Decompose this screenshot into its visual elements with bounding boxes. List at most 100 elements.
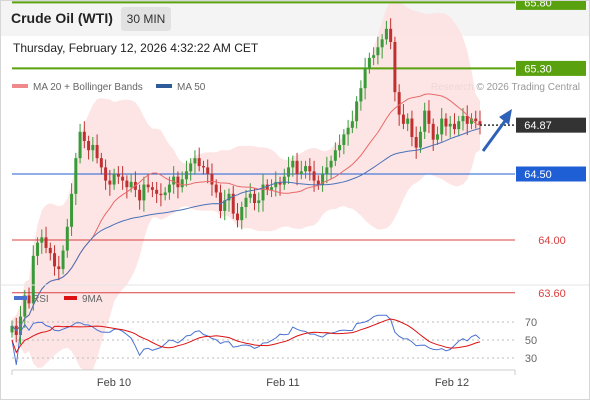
candle <box>10 320 14 338</box>
candle <box>146 174 150 193</box>
candle <box>261 174 265 212</box>
candle-body <box>384 28 388 40</box>
candle <box>125 175 129 199</box>
candle <box>172 166 176 194</box>
candle <box>295 152 299 186</box>
candle <box>65 218 69 258</box>
candle-body <box>240 207 244 221</box>
candle <box>27 287 31 309</box>
legend-label: MA 50 <box>177 82 206 93</box>
candle <box>316 175 320 190</box>
forecast-arrowhead <box>499 109 512 125</box>
candle <box>478 110 482 135</box>
candle-body <box>146 184 150 188</box>
level-label: 65.80 <box>524 0 552 9</box>
candle <box>53 245 57 276</box>
candle <box>99 152 103 175</box>
candle <box>329 155 333 179</box>
candle-body <box>282 176 286 185</box>
chart-credit: Research © 2026 Trading Central <box>431 82 580 93</box>
candle-body <box>423 110 427 132</box>
candle <box>367 52 371 74</box>
candle <box>321 166 325 192</box>
candle-body <box>201 166 205 168</box>
candle-body <box>270 187 274 190</box>
candle-body <box>401 114 405 124</box>
candle-body <box>248 193 252 198</box>
candle-body <box>329 160 333 168</box>
level-tag-65.30: 65.30 <box>516 60 586 76</box>
candle-body <box>57 266 61 270</box>
candle <box>31 245 35 311</box>
candle-body <box>91 144 95 151</box>
candle-body <box>223 200 227 211</box>
candle <box>57 255 61 281</box>
candle-body <box>367 57 371 69</box>
candle-body <box>414 137 418 148</box>
level-tag-64.87: 64.87 <box>516 117 586 133</box>
candle <box>91 137 95 162</box>
rsi-tick-label: 70 <box>525 317 537 329</box>
rsi-legend-swatch <box>64 296 77 300</box>
level-label: 64.87 <box>524 120 552 132</box>
candle-body <box>435 134 439 140</box>
candle-body <box>108 180 112 185</box>
candle-body <box>167 184 171 193</box>
candle <box>159 183 163 207</box>
candle-body <box>265 184 269 190</box>
candle-body <box>321 174 325 185</box>
candle <box>457 115 461 137</box>
candle <box>299 160 303 180</box>
level-label: 64.00 <box>538 235 566 247</box>
candle <box>206 159 210 184</box>
candle-body <box>78 131 82 159</box>
candle-body <box>448 123 452 127</box>
candle <box>112 168 116 190</box>
candle <box>380 34 384 59</box>
price-panel: MA 20 + Bollinger Bands MA 50 Research © 2… <box>0 0 590 371</box>
candle-body <box>176 176 180 188</box>
level-label-box <box>516 60 586 76</box>
candle <box>418 126 422 153</box>
candle-body <box>197 158 201 167</box>
candle-body <box>27 295 31 304</box>
candle <box>308 158 312 181</box>
candle <box>240 201 244 230</box>
instrument-title: Crude Oil (WTI) <box>11 10 113 26</box>
candle-body <box>121 176 125 181</box>
candle-body <box>304 166 308 172</box>
candle-body <box>65 226 69 251</box>
rsi-line <box>11 314 481 365</box>
candle-body <box>474 118 478 122</box>
candle-body <box>372 55 376 58</box>
ma50-line <box>11 127 481 332</box>
candle-body <box>116 174 120 177</box>
timeframe-button[interactable]: 30 MIN <box>121 7 171 31</box>
candle-body <box>206 167 210 174</box>
candle-body <box>227 193 231 201</box>
candle-body <box>440 118 444 135</box>
candle <box>70 183 74 237</box>
x-axis: Feb 10 Feb 11 Feb 12 <box>11 369 516 389</box>
rsi-ma-line <box>11 318 481 354</box>
candle-body <box>142 184 146 201</box>
candle-body <box>70 193 74 227</box>
candle-body <box>316 180 320 185</box>
candle-body <box>231 193 235 214</box>
candle-body <box>125 180 129 188</box>
candle <box>304 160 308 179</box>
x-tick-label: Feb 12 <box>435 377 469 389</box>
x-tick-label: Feb 11 <box>266 377 299 389</box>
candle-body <box>342 134 346 145</box>
candle <box>274 171 278 197</box>
bollinger-band <box>12 0 480 371</box>
candle <box>142 176 146 212</box>
candle-body <box>338 144 342 151</box>
rsi-legend-label: 9MA <box>82 294 103 305</box>
candle <box>138 184 142 210</box>
candle-body <box>214 184 218 193</box>
legend-swatch <box>12 84 28 88</box>
candle-body <box>150 187 154 190</box>
candle-body <box>210 174 214 185</box>
candle <box>384 20 388 45</box>
